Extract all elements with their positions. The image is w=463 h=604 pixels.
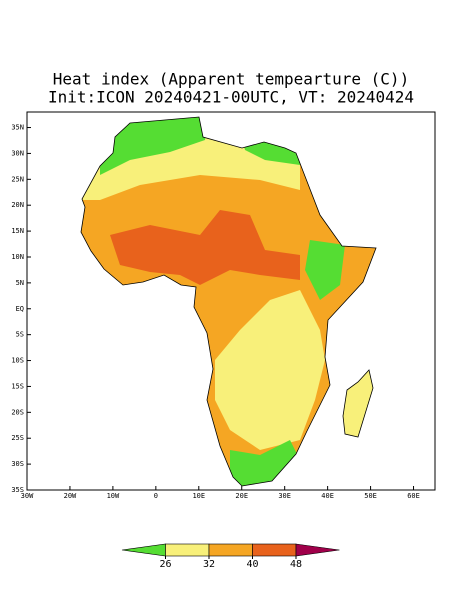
y-tick-label: 10N [11, 253, 24, 261]
region [215, 290, 325, 450]
x-tick-label: 30W [21, 492, 34, 500]
y-tick-label: 20S [11, 408, 24, 416]
colorbar-tick-label: 26 [159, 559, 171, 570]
coastline [80, 116, 377, 487]
y-tick-label: 15S [11, 382, 24, 390]
x-tick-label: 40E [321, 492, 334, 500]
x-tick-label: 60E [407, 492, 420, 500]
colorbar-segment [165, 543, 210, 557]
y-tick-label: 10S [11, 357, 24, 365]
subtitle: Init:ICON 20240421-00UTC, VT: 20240424 [48, 88, 414, 107]
y-tick-label: 35N [11, 124, 24, 132]
colorbar-tick-label: 32 [203, 559, 215, 570]
y-tick-label: 30S [11, 460, 24, 468]
y-tick-label: 20N [11, 201, 24, 209]
colorbar-end [295, 543, 340, 557]
region [110, 210, 300, 285]
x-tick-label: 30E [278, 492, 291, 500]
y-tick-label: 30N [11, 149, 24, 157]
colorbar-segment [252, 543, 297, 557]
map-frame [26, 111, 436, 491]
title: Heat index (Apparent tempearture (C)) [53, 70, 409, 89]
colorbar-tick-label: 48 [290, 559, 302, 570]
region [305, 240, 345, 300]
colorbar-end [121, 543, 166, 557]
y-tick-label: 15N [11, 227, 24, 235]
y-tick-label: 5S [16, 331, 24, 339]
colorbar: 26 32 40 48 [121, 543, 340, 570]
y-tick-label: 35S [11, 486, 24, 494]
y-tick-label: EQ [16, 305, 24, 313]
x-tick-label: 20E [235, 492, 248, 500]
x-tick-label: 50E [364, 492, 377, 500]
y-tick-label: 25N [11, 175, 24, 183]
colorbar-tick-label: 40 [246, 559, 258, 570]
y-tick-label: 25S [11, 434, 24, 442]
region [100, 117, 210, 175]
x-tick-label: 20W [64, 492, 77, 500]
madagascar [342, 369, 374, 438]
x-tick-label: 10W [107, 492, 120, 500]
heat-field [81, 117, 376, 486]
colorbar-segment [208, 543, 253, 557]
x-tick-label: 0 [154, 492, 158, 500]
x-tick-label: 10E [192, 492, 205, 500]
y-tick-label: 5N [16, 279, 24, 287]
